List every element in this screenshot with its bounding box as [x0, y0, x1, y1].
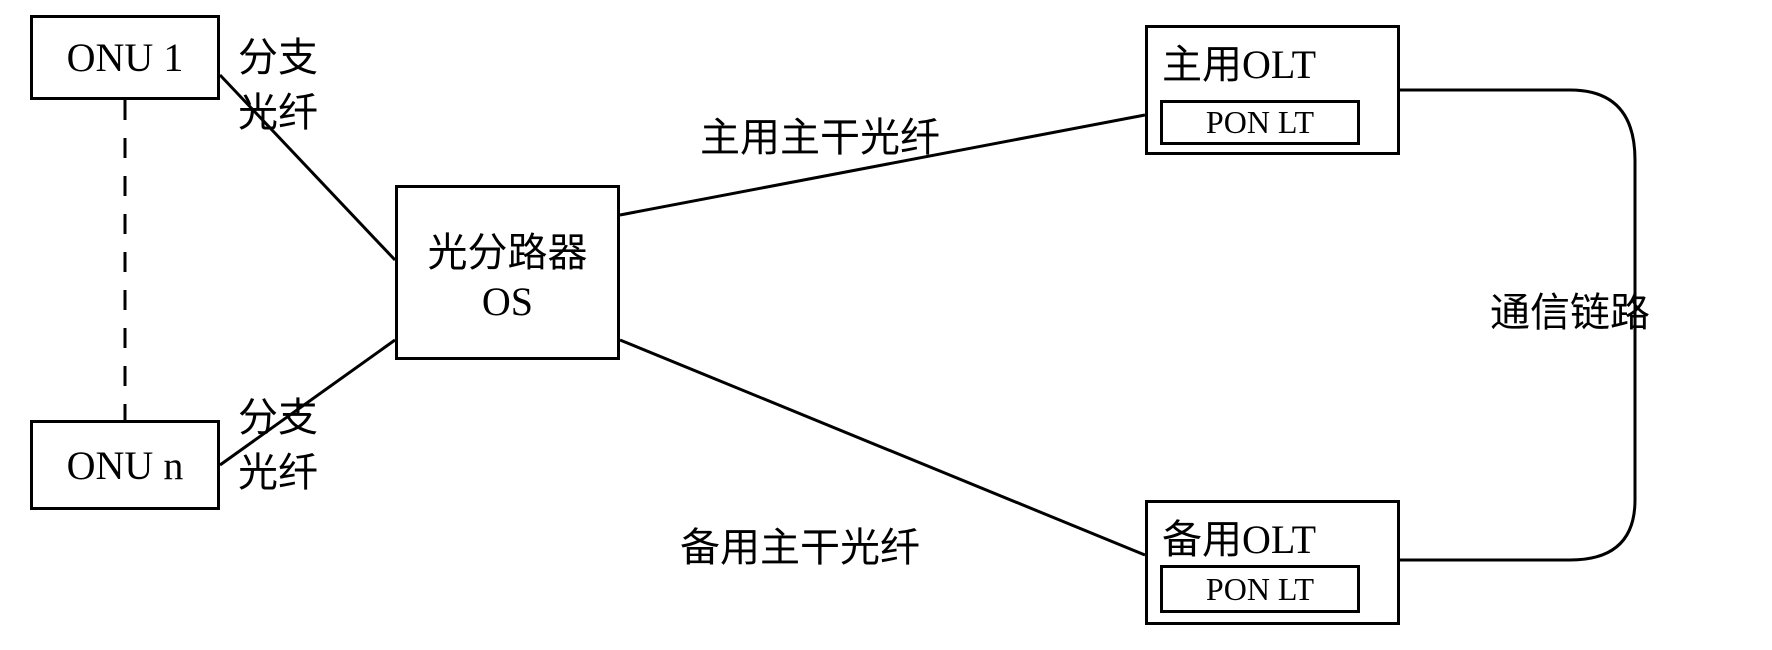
backup-olt-pon-lt: PON LT: [1160, 565, 1360, 613]
label-backup-trunk-fiber: 备用主干光纤: [680, 515, 920, 573]
node-onu-1-label: ONU 1: [67, 34, 184, 81]
label-branch-fiber-2-line2: 光纤: [238, 440, 318, 498]
label-branch-fiber-1-line1: 分支: [238, 25, 318, 83]
label-branch-fiber-2-line1: 分支: [238, 385, 318, 443]
splitter-label-line1: 光分路器: [428, 220, 588, 278]
backup-olt-pon-lt-label: PON LT: [1206, 571, 1314, 608]
node-optical-splitter: 光分路器 OS: [395, 185, 620, 360]
label-communication-link: 通信链路: [1490, 280, 1650, 338]
label-branch-fiber-1-line2: 光纤: [238, 80, 318, 138]
node-onu-1: ONU 1: [30, 15, 220, 100]
backup-olt-title: 备用OLT: [1148, 503, 1330, 569]
primary-olt-pon-lt: PON LT: [1160, 100, 1360, 145]
splitter-label-line2: OS: [482, 278, 533, 325]
node-onu-n-label: ONU n: [67, 442, 184, 489]
label-primary-trunk-fiber: 主用主干光纤: [700, 105, 940, 163]
diagram-stage: ONU 1 ONU n 光分路器 OS 主用OLT PON LT 备用OLT P…: [0, 0, 1772, 650]
node-onu-n: ONU n: [30, 420, 220, 510]
primary-olt-title: 主用OLT: [1148, 28, 1330, 94]
primary-olt-pon-lt-label: PON LT: [1206, 104, 1314, 141]
